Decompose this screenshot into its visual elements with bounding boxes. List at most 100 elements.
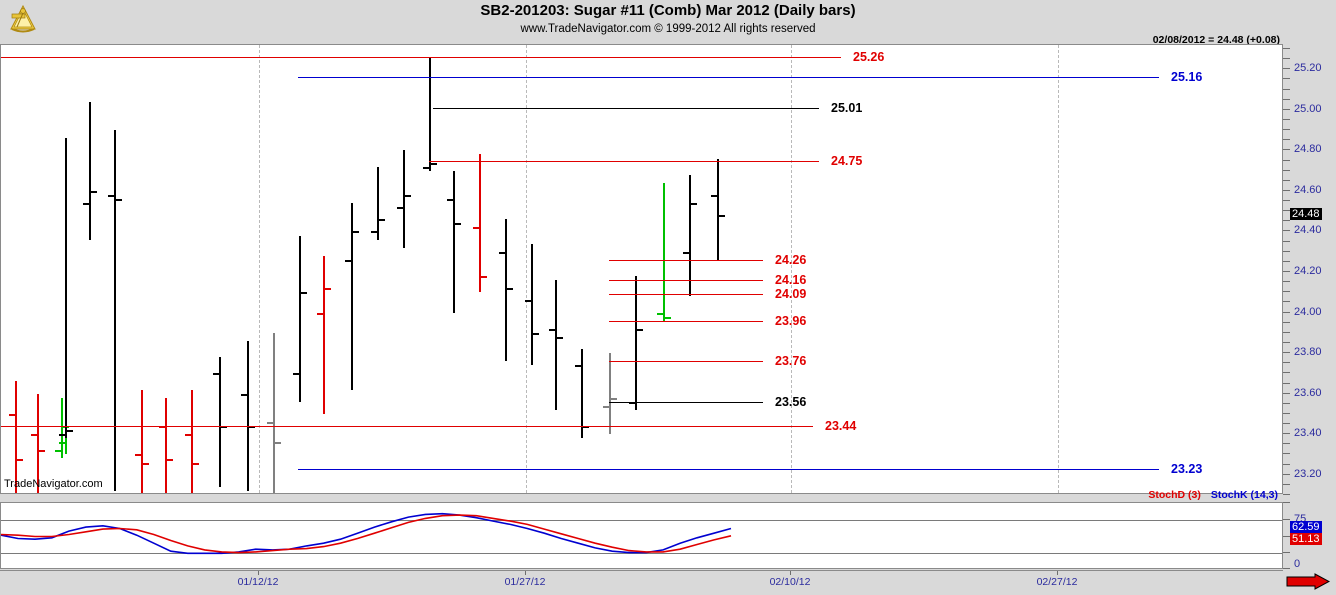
axis-tick — [1283, 433, 1290, 434]
axis-tick — [1283, 322, 1290, 323]
ohlc-open-tick — [397, 207, 404, 210]
ohlc-bar — [689, 174, 691, 297]
date-axis[interactable]: 01/12/12 01/27/12 02/10/12 02/27/12 — [0, 570, 1283, 595]
date-tick — [258, 571, 259, 575]
axis-tick — [1283, 180, 1290, 181]
ohlc-open-tick — [473, 227, 480, 230]
ohlc-open-tick — [711, 195, 718, 197]
ohlc-close-tick — [66, 430, 73, 433]
ohlc-open-tick — [59, 434, 66, 437]
date-tick — [790, 571, 791, 575]
ohlc-bar — [479, 154, 481, 293]
price-axis-label: 24.00 — [1294, 305, 1322, 318]
axis-tick — [1283, 68, 1290, 69]
date-tick — [1057, 571, 1058, 575]
price-level-line[interactable] — [298, 77, 1159, 79]
price-level-line[interactable] — [429, 160, 819, 162]
axis-tick — [1283, 200, 1290, 201]
axis-tick — [1283, 423, 1290, 424]
ohlc-bar — [89, 101, 91, 240]
price-level-label: 24.16 — [775, 273, 807, 288]
ohlc-close-tick — [220, 426, 227, 429]
ohlc-bar — [581, 349, 583, 439]
ohlc-close-tick — [556, 336, 563, 339]
price-level-label: 24.09 — [775, 287, 807, 302]
axis-tick — [1283, 413, 1290, 414]
ohlc-close-tick — [248, 426, 255, 429]
price-level-line[interactable] — [609, 361, 763, 363]
page-title: SB2-201203: Sugar #11 (Comb) Mar 2012 (D… — [480, 2, 856, 19]
ohlc-close-tick — [636, 328, 643, 331]
ohlc-open-tick — [525, 300, 532, 303]
stoch-axis-label: 0 — [1294, 558, 1301, 570]
axis-tick — [1283, 535, 1290, 537]
price-level-label: 24.75 — [831, 153, 863, 168]
axis-tick — [1283, 170, 1290, 171]
axis-tick — [1283, 494, 1290, 495]
axis-tick — [1283, 568, 1290, 569]
axis-tick — [1283, 220, 1290, 221]
axis-tick — [1283, 453, 1290, 454]
ohlc-bar — [114, 130, 116, 491]
ohlc-bar — [351, 203, 353, 390]
copyright-subtitle: www.TradeNavigator.com © 1999-2012 All r… — [520, 23, 816, 35]
axis-tick — [1283, 119, 1290, 120]
ohlc-close-tick — [610, 397, 617, 400]
ohlc-open-tick — [31, 434, 38, 437]
ohlc-close-tick — [718, 215, 725, 218]
price-axis-label: 23.40 — [1294, 427, 1322, 440]
ohlc-bar — [717, 158, 719, 260]
axis-tick — [1283, 383, 1290, 384]
ohlc-bar — [65, 138, 67, 439]
stoch-k-line — [1, 512, 732, 555]
scroll-forward-arrow-icon[interactable] — [1286, 573, 1330, 590]
ohlc-close-tick — [454, 223, 461, 226]
date-tick — [525, 571, 526, 575]
ohlc-bar — [555, 280, 557, 410]
price-level-label: 23.96 — [775, 313, 807, 328]
price-level-line[interactable] — [298, 468, 1159, 470]
axis-tick — [1283, 362, 1290, 363]
stochastic-axis[interactable]: 75 0 62.59 51.13 — [1283, 502, 1336, 570]
price-level-line[interactable] — [433, 107, 819, 109]
ohlc-open-tick — [447, 199, 454, 202]
price-level-line[interactable] — [609, 401, 763, 403]
price-level-line[interactable] — [609, 280, 763, 282]
price-level-line[interactable] — [609, 259, 763, 261]
price-level-label: 25.26 — [853, 50, 885, 65]
ohlc-open-tick — [371, 231, 378, 234]
ohlc-close-tick — [690, 203, 697, 206]
date-axis-label: 02/27/12 — [1036, 576, 1078, 588]
ohlc-bar — [165, 397, 167, 493]
ohlc-bar — [531, 243, 533, 366]
ohlc-bar — [663, 182, 665, 321]
vertical-gridline — [526, 45, 527, 493]
ohlc-close-tick — [38, 450, 45, 453]
price-level-line[interactable] — [1, 57, 841, 59]
price-axis-label: 23.80 — [1294, 346, 1322, 359]
stochastic-panel[interactable] — [0, 502, 1283, 569]
price-level-line[interactable] — [609, 294, 763, 296]
ohlc-close-tick — [90, 190, 97, 193]
axis-tick — [1283, 139, 1290, 140]
price-axis[interactable]: 25.20 25.00 24.80 24.60 24.40 24.20 24.00 23.80… — [1283, 44, 1336, 495]
ohlc-open-tick — [423, 166, 430, 169]
axis-tick — [1283, 190, 1290, 191]
axis-tick — [1283, 518, 1290, 520]
price-level-label: 25.01 — [831, 100, 863, 115]
price-level-line[interactable] — [1, 426, 813, 428]
ohlc-open-tick — [603, 405, 610, 408]
stoch-legend: StochD (3) StochK (14,3) — [1148, 489, 1278, 501]
price-chart-panel[interactable]: 25.26 25.16 25.01 24.75 24.26 24.16 24.09 23.96… — [0, 44, 1283, 494]
ohlc-close-tick — [352, 231, 359, 234]
ohlc-close-tick — [16, 458, 23, 461]
price-level-label: 23.56 — [775, 394, 807, 409]
ohlc-bar — [403, 150, 405, 248]
ohlc-close-tick — [430, 162, 437, 165]
axis-tick — [1283, 58, 1290, 59]
price-level-line[interactable] — [609, 320, 763, 322]
ohlc-close-tick — [378, 219, 385, 222]
ohlc-bar — [219, 357, 221, 487]
axis-tick — [1283, 251, 1290, 252]
axis-tick — [1283, 443, 1290, 444]
